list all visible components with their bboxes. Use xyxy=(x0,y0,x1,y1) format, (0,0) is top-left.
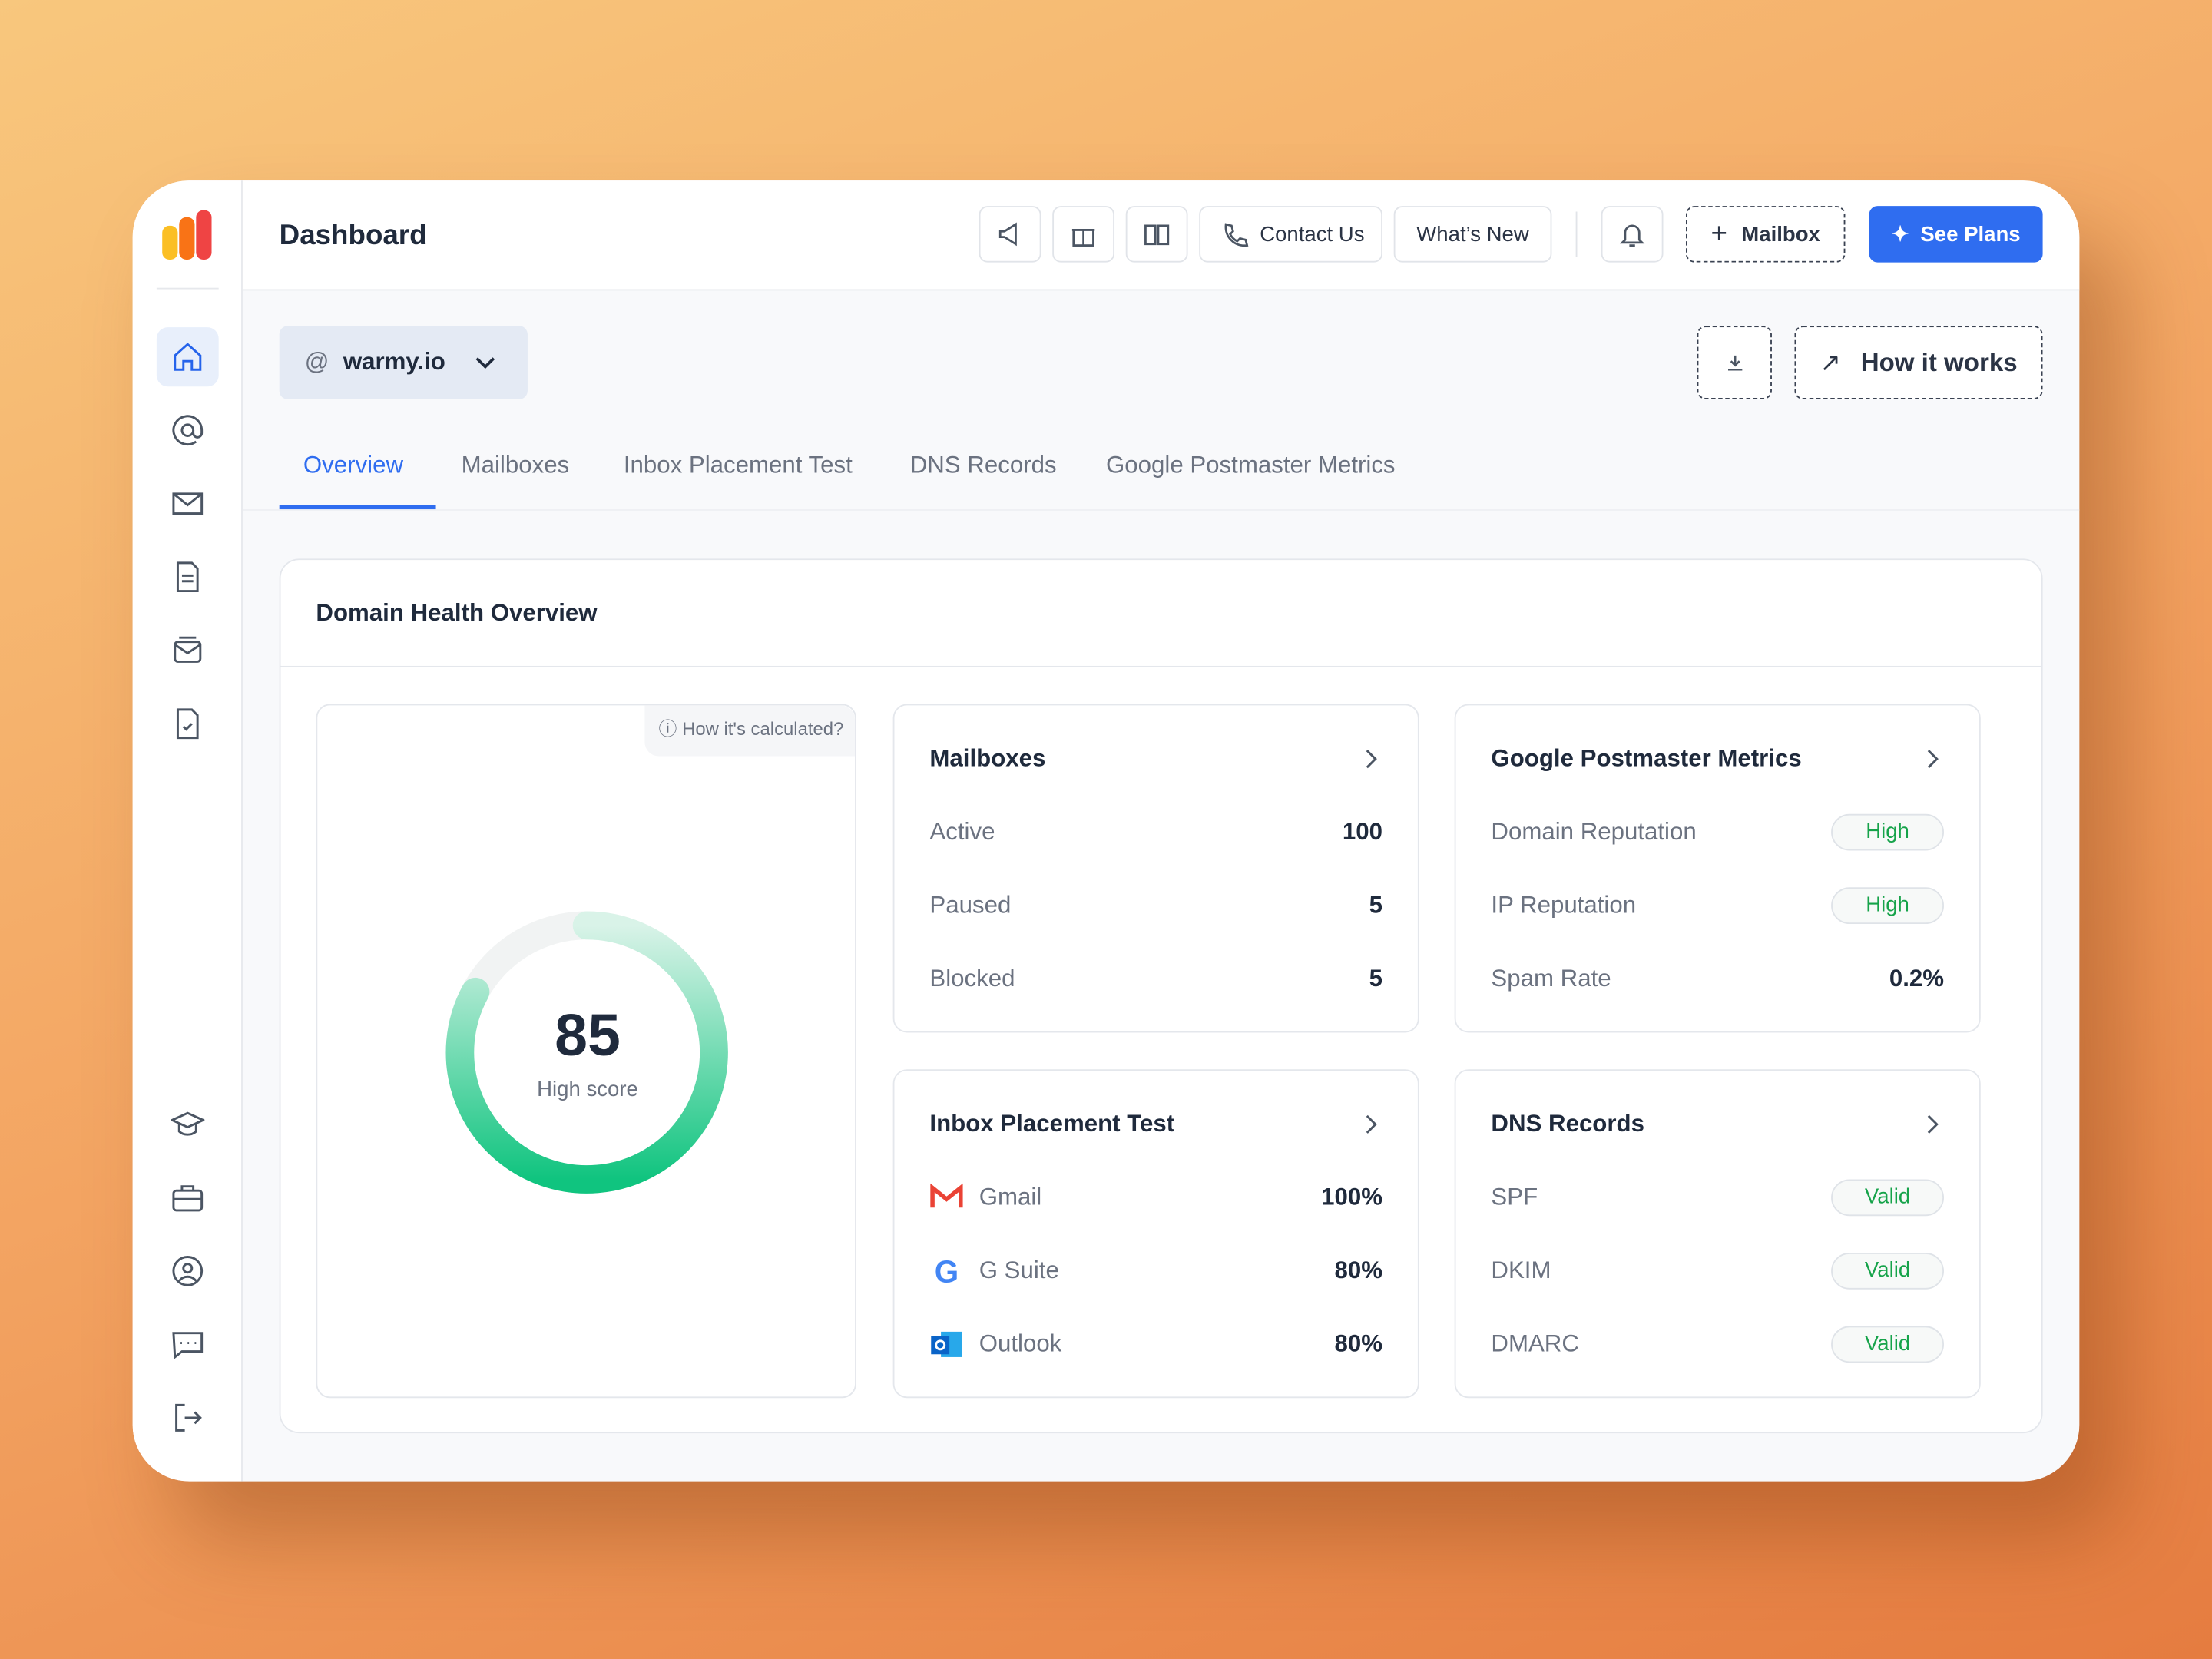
active-tab-underline xyxy=(279,505,436,510)
nav-at[interactable] xyxy=(171,413,204,447)
row-label: DMARC xyxy=(1491,1330,1579,1357)
page-title: Dashboard xyxy=(279,220,427,251)
svg-text:G: G xyxy=(935,1256,959,1290)
score-label: High score xyxy=(537,1078,638,1102)
card-title: Google Postmaster Metrics xyxy=(1491,744,1802,772)
nav-logout[interactable] xyxy=(171,1401,204,1435)
domain-name: warmy.io xyxy=(343,348,445,376)
announce-button[interactable] xyxy=(979,206,1041,263)
summary-card[interactable]: Google Postmaster Metrics Domain Reputati… xyxy=(1454,704,1981,1033)
divider xyxy=(156,287,219,290)
nav-doc[interactable] xyxy=(171,560,204,594)
whats-new-label: What’s New xyxy=(1416,222,1529,247)
row-label: Spam Rate xyxy=(1491,965,1611,992)
health-panel: Domain Health Overview ⓘ How it's calcul… xyxy=(279,558,2043,1434)
help-label: How it's calculated? xyxy=(682,717,844,740)
status-badge: Valid xyxy=(1831,1253,1945,1290)
chevron xyxy=(1364,747,1378,777)
summary-card[interactable]: Mailboxes Active 100 Paused 5 Blocked 5 xyxy=(892,704,1419,1033)
row-label: DKIM xyxy=(1491,1257,1551,1284)
panel-title: Domain Health Overview xyxy=(316,599,598,627)
nav-profile[interactable] xyxy=(171,1254,204,1288)
status-badge: High xyxy=(1831,813,1945,851)
row-value: 100% xyxy=(1321,1184,1382,1210)
summary-card[interactable]: DNS Records SPF Valid DKIM Valid DMARC Valid xyxy=(1454,1069,1981,1399)
notifications-button[interactable] xyxy=(1601,206,1664,263)
panel-divider xyxy=(280,665,2041,667)
domain-selector[interactable]: @ warmy.io xyxy=(279,326,528,399)
nav-mail[interactable] xyxy=(171,487,204,521)
divider xyxy=(1575,211,1578,257)
row-value: 80% xyxy=(1334,1330,1382,1357)
row-label: G Suite xyxy=(979,1257,1059,1284)
how-it-works-label: How it works xyxy=(1860,347,2018,376)
chevron xyxy=(1926,1113,1939,1143)
score-gauge xyxy=(445,911,728,1194)
nav-briefcase[interactable] xyxy=(171,1181,204,1214)
mailbox-label: Mailbox xyxy=(1741,222,1820,247)
tab[interactable]: DNS Records xyxy=(909,451,1057,478)
nav-inbox[interactable] xyxy=(171,634,204,667)
logo xyxy=(162,210,212,260)
plans-label: See Plans xyxy=(1920,222,2021,247)
row-label: Outlook xyxy=(979,1330,1062,1357)
tab[interactable]: Overview xyxy=(303,451,404,478)
nav-chat[interactable] xyxy=(171,1327,204,1361)
nav-check[interactable] xyxy=(171,707,204,740)
summary-card[interactable]: Inbox Placement Test Gmail 100% G G Suite 80%… xyxy=(892,1069,1419,1399)
contact-button[interactable]: Contact Us xyxy=(1199,206,1382,263)
app-window: Dashboard Contact Us What’s New + Mailbox… xyxy=(132,180,2080,1482)
nav-academy[interactable] xyxy=(171,1108,205,1141)
add-mailbox-button[interactable]: + Mailbox xyxy=(1685,206,1846,263)
row-value: 5 xyxy=(1369,891,1382,919)
nav-home[interactable] xyxy=(171,340,204,374)
row-value: 5 xyxy=(1369,965,1382,992)
whats-new-button[interactable]: What’s New xyxy=(1393,206,1552,263)
provider-icon xyxy=(929,1182,963,1217)
help-link[interactable]: ⓘ How it's calculated? xyxy=(644,705,856,757)
how-it-works-button[interactable]: ↗ How it works xyxy=(1794,326,2043,399)
contact-label: Contact Us xyxy=(1260,222,1365,247)
row-value: 0.2% xyxy=(1889,965,1945,992)
see-plans-button[interactable]: ✦ See Plans xyxy=(1869,206,2043,263)
row-value: 100 xyxy=(1342,818,1382,846)
provider-icon xyxy=(929,1329,963,1367)
row-label: Domain Reputation xyxy=(1491,818,1697,846)
status-badge: High xyxy=(1831,887,1945,925)
score-value: 85 xyxy=(555,1002,621,1068)
docs-button[interactable] xyxy=(1125,206,1188,263)
score-card: ⓘ How it's calculated? 85 High score xyxy=(316,704,856,1399)
provider-icon: G xyxy=(929,1253,963,1296)
top-bar: Dashboard Contact Us What’s New + Mailbox… xyxy=(242,180,2080,291)
row-label: IP Reputation xyxy=(1491,891,1637,919)
tab[interactable]: Google Postmaster Metrics xyxy=(1105,451,1396,478)
row-label: SPF xyxy=(1491,1184,1538,1210)
gift-button[interactable] xyxy=(1052,206,1115,263)
tabs-divider xyxy=(242,509,2080,511)
row-value: 80% xyxy=(1334,1257,1382,1284)
chevron xyxy=(1926,747,1939,777)
card-title: Inbox Placement Test xyxy=(929,1110,1175,1137)
tab[interactable]: Mailboxes xyxy=(461,451,570,478)
row-label: Paused xyxy=(929,891,1012,919)
nav-active[interactable] xyxy=(156,327,219,387)
row-label: Active xyxy=(929,818,995,846)
status-badge: Valid xyxy=(1831,1326,1945,1363)
row-label: Blocked xyxy=(929,965,1015,992)
card-title: DNS Records xyxy=(1491,1110,1644,1137)
status-badge: Valid xyxy=(1831,1179,1945,1217)
card-title: Mailboxes xyxy=(929,744,1046,772)
tab[interactable]: Inbox Placement Test xyxy=(623,451,853,478)
download-button[interactable] xyxy=(1697,326,1772,399)
chevron xyxy=(1364,1113,1378,1143)
row-label: Gmail xyxy=(979,1184,1042,1210)
sidebar xyxy=(132,180,243,1482)
